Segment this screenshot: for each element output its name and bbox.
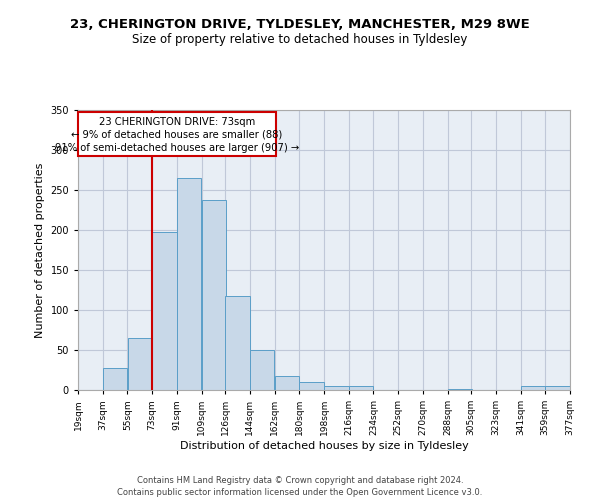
Bar bbox=[225, 296, 250, 390]
Bar bbox=[521, 386, 545, 390]
Text: 91% of semi-detached houses are larger (907) →: 91% of semi-detached houses are larger (… bbox=[55, 143, 299, 153]
Bar bbox=[349, 386, 373, 390]
Bar bbox=[250, 350, 274, 390]
Bar bbox=[128, 338, 152, 390]
Bar bbox=[448, 389, 472, 390]
Bar bbox=[78, 112, 276, 156]
X-axis label: Distribution of detached houses by size in Tyldesley: Distribution of detached houses by size … bbox=[179, 441, 469, 451]
Bar bbox=[103, 368, 127, 390]
Bar bbox=[324, 386, 349, 390]
Text: Size of property relative to detached houses in Tyldesley: Size of property relative to detached ho… bbox=[133, 32, 467, 46]
Bar bbox=[545, 386, 570, 390]
Text: Contains HM Land Registry data © Crown copyright and database right 2024.: Contains HM Land Registry data © Crown c… bbox=[137, 476, 463, 485]
Bar bbox=[202, 200, 226, 390]
Text: 23, CHERINGTON DRIVE, TYLDESLEY, MANCHESTER, M29 8WE: 23, CHERINGTON DRIVE, TYLDESLEY, MANCHES… bbox=[70, 18, 530, 30]
Y-axis label: Number of detached properties: Number of detached properties bbox=[35, 162, 45, 338]
Bar bbox=[275, 376, 299, 390]
Text: Contains public sector information licensed under the Open Government Licence v3: Contains public sector information licen… bbox=[118, 488, 482, 497]
Bar bbox=[152, 232, 177, 390]
Text: 23 CHERINGTON DRIVE: 73sqm: 23 CHERINGTON DRIVE: 73sqm bbox=[99, 117, 255, 127]
Text: ← 9% of detached houses are smaller (88): ← 9% of detached houses are smaller (88) bbox=[71, 130, 283, 140]
Bar bbox=[177, 178, 202, 390]
Bar bbox=[299, 382, 324, 390]
